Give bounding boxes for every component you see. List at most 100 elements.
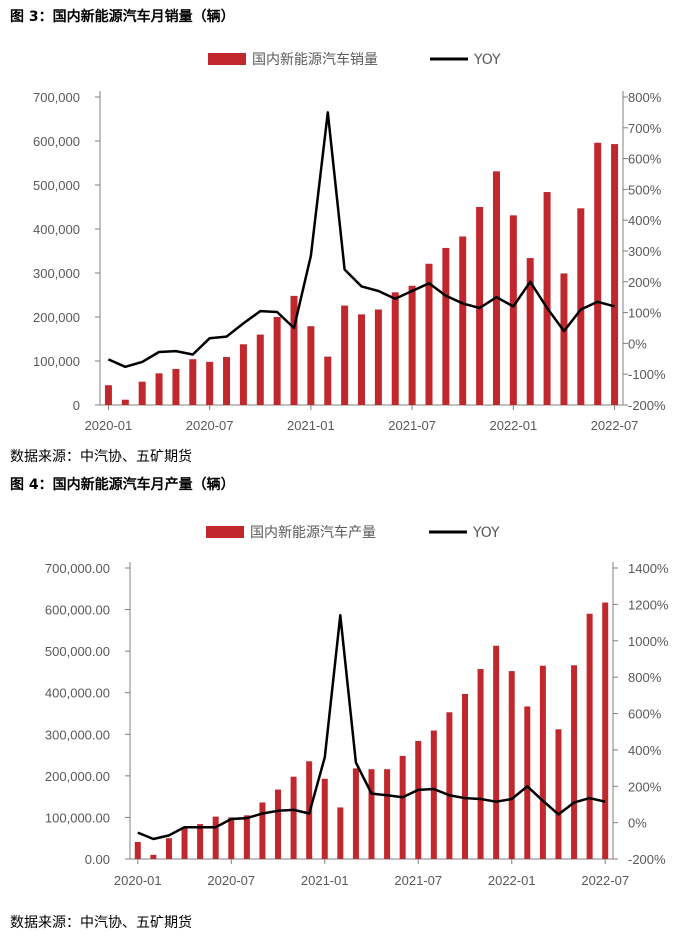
bar-2020-08 [223,357,231,405]
figure-3-title: 图 3：国内新能源汽车月销量（辆） [10,9,235,25]
x-tick-label: 2021-01 [301,873,349,888]
right-tick-label: 1000% [628,634,669,649]
right-tick-label: 200% [628,275,662,290]
left-tick-label: 400,000.00 [45,686,110,701]
right-tick-label: -100% [628,367,666,382]
bar-2021-08 [430,730,437,859]
x-tick-label: 2022-01 [488,873,536,888]
bar-2022-01 [508,671,515,859]
legend-label-line: YOY [473,52,501,68]
bar-2021-01 [321,778,328,859]
bar-2022-03 [543,192,551,405]
bar-2020-03 [165,838,172,859]
left-tick-label: 500,000 [33,178,80,193]
right-tick-label: 800% [628,670,662,685]
bar-2021-02 [324,356,332,405]
x-tick-label: 2020-07 [207,873,255,888]
x-tick-label: 2020-07 [186,418,234,433]
figure-4-title: 图 4：国内新能源汽车月产量（辆） [10,477,235,493]
left-tick-label: 200,000.00 [45,769,110,784]
x-tick-label: 2021-07 [388,418,436,433]
bar-2021-09 [442,247,450,405]
x-tick-label: 2021-01 [287,418,335,433]
bar-2020-04 [155,373,163,405]
bar-2021-04 [368,769,375,859]
bar-2020-03 [138,381,146,405]
bar-2020-09 [239,344,247,405]
left-tick-label: 700,000 [33,90,80,105]
bar-2020-05 [197,824,204,859]
left-tick-label: 100,000 [33,354,80,369]
bar-2021-12 [492,171,500,405]
bar-2021-01 [307,326,315,405]
legend-bar-swatch [206,526,244,538]
left-tick-label: 400,000 [33,222,80,237]
sales-chart: 国内新能源汽车销量 YOY 0 100,000 200,000 300,000 400,00… [33,51,666,433]
right-tick-label: 0% [628,336,647,351]
bar-2022-06 [586,613,593,859]
bar-2021-03 [352,768,359,859]
x-tick-label: 2022-01 [489,418,537,433]
bar-2021-10 [459,236,467,405]
bar-2022-03 [539,665,546,859]
left-tick-label: 600,000 [33,134,80,149]
figure-3-source: 数据来源：中汽协、五矿期货 [10,449,192,465]
left-tick-label: 0 [73,398,80,413]
bar-2022-04 [560,273,568,405]
production-chart: 国内新能源汽车产量 YOY 0.00 100,000.00 200,000.00 300,… [45,524,669,888]
right-tick-label: 100% [628,306,662,321]
bar-2022-06 [594,142,602,405]
x-tick-label: 2021-07 [394,873,442,888]
bar-2020-07 [206,361,214,405]
bar-2020-06 [189,359,197,405]
bar-2020-11 [273,317,281,405]
bar-2021-11 [477,669,484,859]
right-tick-label: 600% [628,152,662,167]
bar-2022-05 [577,208,585,405]
x-tick-label: 2022-07 [591,418,639,433]
bar-2021-10 [461,693,468,859]
bar-2022-04 [555,729,562,859]
right-tick-label: -200% [628,398,666,413]
x-tick-label: 2020-01 [114,873,162,888]
bar-2020-02 [150,854,157,859]
bar-2022-07 [611,144,619,405]
bar-2020-01 [134,841,141,859]
left-tick-label: 200,000 [33,310,80,325]
bar-2020-12 [290,295,298,405]
bar-2020-07 [228,817,235,859]
bar-2020-09 [259,802,266,859]
figure-4-source: 数据来源：中汽协、五矿期货 [10,915,192,931]
bar-2020-01 [104,385,112,405]
bar-2021-12 [493,645,500,859]
right-tick-label: 1200% [628,597,669,612]
bar-2020-10 [275,789,282,859]
bar-2020-06 [212,816,219,859]
legend-label-bar: 国内新能源汽车产量 [250,524,376,541]
bar-2021-03 [341,305,349,405]
bar-2022-01 [509,215,517,405]
bar-2021-09 [446,712,453,859]
right-tick-label: 0% [628,816,647,831]
bar-2022-05 [571,665,578,859]
bar-2021-07 [408,285,416,405]
x-tick-label: 2020-01 [85,418,133,433]
left-tick-label: 700,000.00 [45,561,110,576]
bar-2022-07 [602,602,609,859]
right-tick-label: -200% [628,852,666,867]
bar-2021-06 [399,755,406,859]
bar-2021-02 [337,807,344,859]
legend-bar-swatch [208,53,246,65]
bar-2021-04 [358,314,365,405]
bar-2020-08 [243,815,250,859]
x-tick-label: 2022-07 [581,873,629,888]
left-tick-label: 0.00 [85,852,110,867]
left-tick-label: 300,000.00 [45,727,110,742]
right-tick-label: 200% [628,779,662,794]
legend-label-bar: 国内新能源汽车销量 [252,51,378,68]
right-tick-label: 600% [628,707,662,722]
right-tick-label: 400% [628,743,662,758]
bar-2021-11 [476,207,484,405]
bar-2021-06 [391,292,399,405]
bar-2020-05 [172,368,180,405]
